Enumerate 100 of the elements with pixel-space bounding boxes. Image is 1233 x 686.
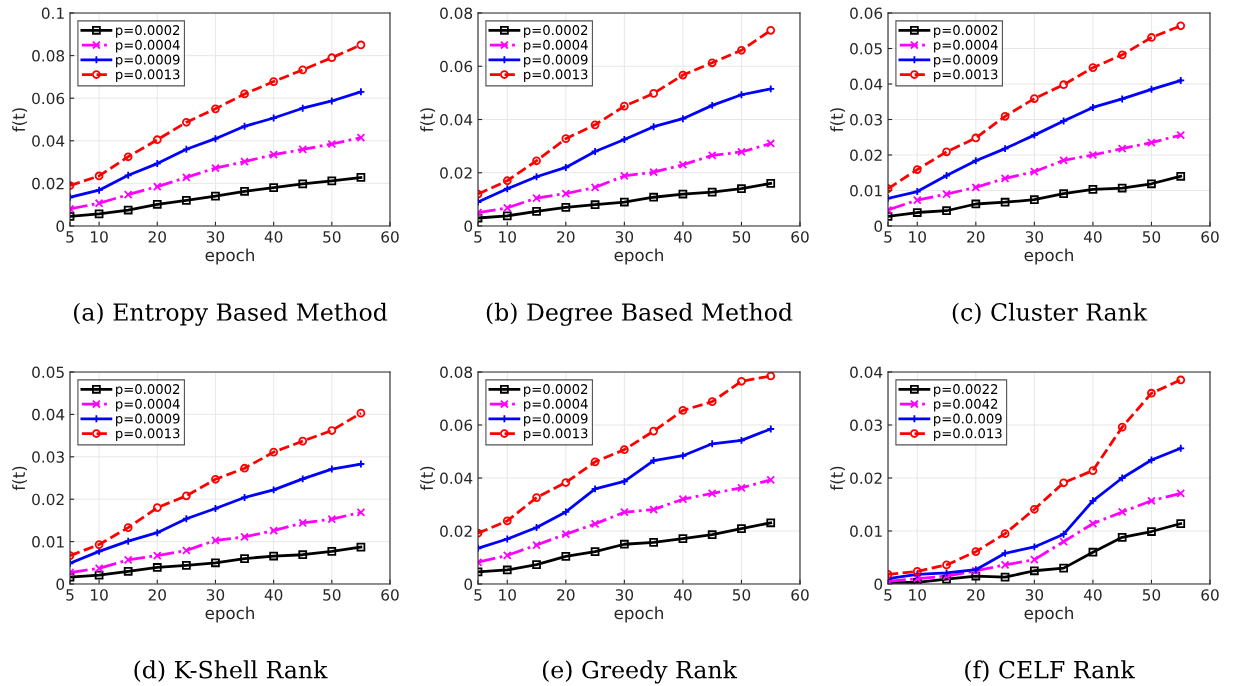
x-tick-label: 50 <box>1142 231 1161 243</box>
x-tick-label: 40 <box>673 231 692 243</box>
x-tick-label: 60 <box>791 231 809 243</box>
y-tick-label: 0.04 <box>850 78 883 91</box>
x-axis-title: epoch <box>205 606 254 623</box>
x-tick-label: 30 <box>615 589 634 601</box>
x-tick-label: 50 <box>732 231 751 243</box>
x-tick-label: 60 <box>381 589 399 601</box>
x-tick-label: 60 <box>1201 231 1219 243</box>
y-tick-label: 0.08 <box>32 50 65 62</box>
x-axis-title: epoch <box>205 248 254 265</box>
legend-label: p=0.0004 <box>524 39 588 53</box>
x-tick-label: 20 <box>967 231 985 243</box>
x-tick-label: 30 <box>206 589 225 601</box>
x-tick-label: 20 <box>148 231 166 243</box>
y-tick-label: 0.02 <box>32 177 64 190</box>
text: (b) Degree Based Method <box>486 302 793 326</box>
legend-label: p=0.0004 <box>116 39 180 53</box>
x-tick-label: 40 <box>264 589 283 601</box>
x-tick-label: 5 <box>884 231 892 243</box>
x-tick-label: 10 <box>909 589 926 601</box>
x-tick-label: 60 <box>1201 589 1219 601</box>
legend-label: p=0.0042 <box>934 398 998 412</box>
y-tick-label: 0.06 <box>32 92 65 105</box>
y-tick-label: 0 <box>56 578 65 591</box>
y-axis-title: f(t) <box>12 466 28 491</box>
y-tick-label: 0 <box>464 220 473 233</box>
y-tick-label: 0.05 <box>850 42 882 55</box>
y-tick-label: 0.02 <box>440 525 472 538</box>
y-tick-label: 0 <box>874 220 883 233</box>
y-tick-label: 0.08 <box>440 366 473 379</box>
legend-label: p=0.0002 <box>934 25 998 38</box>
x-tick-label: 20 <box>148 589 166 601</box>
legend-label: p=0.0004 <box>934 39 998 53</box>
y-tick-label: 0.08 <box>440 7 473 20</box>
x-axis-title: epoch <box>1024 606 1073 623</box>
y-tick-label: 0 <box>56 220 65 233</box>
legend-label: p=0.0004 <box>116 398 180 412</box>
x-tick-label: 20 <box>557 589 575 601</box>
x-tick-label: 60 <box>381 231 399 243</box>
legend-label: p=0.0009 <box>116 54 180 68</box>
legend-label: p=0.0022 <box>934 384 998 397</box>
y-axis-title: f(t) <box>830 466 846 491</box>
x-tick-label: 10 <box>909 231 926 243</box>
legend-label: p=0.0013 <box>524 428 588 441</box>
legend-label: p=0.0.009 <box>934 413 1002 427</box>
legend-label: p=0.0002 <box>116 384 180 397</box>
y-tick-label: 0.06 <box>440 60 473 73</box>
x-tick-label: 20 <box>967 589 985 601</box>
y-tick-label: 0.03 <box>32 451 64 463</box>
y-tick-label: 0.04 <box>850 366 883 379</box>
text: (c) Cluster Rank <box>952 302 1148 325</box>
y-tick-label: 0 <box>464 578 473 591</box>
x-tick-label: 30 <box>1025 589 1044 601</box>
text: (a) Entropy Based Method <box>74 302 388 326</box>
x-tick-label: 5 <box>884 589 892 601</box>
x-tick-label: 40 <box>1083 589 1102 601</box>
x-tick-label: 20 <box>557 231 575 243</box>
x-axis-title: epoch <box>1024 248 1073 265</box>
y-tick-label: 0.04 <box>32 135 65 147</box>
text: (f) CELF Rank <box>965 660 1135 682</box>
legend-label: p=0.0009 <box>524 413 588 427</box>
legend-label: p=0.0002 <box>524 25 588 38</box>
x-axis-title: epoch <box>614 248 663 265</box>
x-tick-label: 10 <box>499 231 516 243</box>
x-tick-label: 40 <box>264 231 283 243</box>
x-tick-label: 10 <box>91 231 108 243</box>
x-tick-label: 50 <box>1142 589 1161 601</box>
x-tick-label: 50 <box>323 589 341 601</box>
y-tick-label: 0.06 <box>440 419 473 432</box>
legend-label: p=0.0013 <box>116 69 180 82</box>
x-tick-label: 40 <box>673 589 692 601</box>
legend-label: p=0.0002 <box>116 25 180 38</box>
y-tick-label: 0.01 <box>850 525 882 538</box>
legend-label: p=0.0013 <box>524 69 588 82</box>
legend-label: p=0.0009 <box>116 413 180 427</box>
y-tick-label: 0.03 <box>850 113 882 126</box>
legend-label: p=0.0009 <box>524 54 588 68</box>
y-tick-label: 0.02 <box>850 472 882 485</box>
y-axis-title: f(t) <box>830 108 846 132</box>
x-tick-label: 30 <box>1025 231 1044 243</box>
legend-label: p=0.0013 <box>934 69 998 82</box>
legend-label: p=0.0.013 <box>934 428 1002 441</box>
x-tick-label: 30 <box>206 231 225 243</box>
y-tick-label: 0.02 <box>850 149 882 162</box>
y-tick-label: 0.04 <box>32 408 65 421</box>
y-axis-title: f(t) <box>12 108 28 132</box>
y-tick-label: 0.05 <box>32 366 64 379</box>
y-tick-label: 0.01 <box>32 536 64 548</box>
x-tick-label: 5 <box>66 589 74 601</box>
y-tick-label: 0.01 <box>850 184 882 197</box>
text: (e) Greedy Rank <box>542 660 738 684</box>
y-tick-label: 0 <box>874 578 883 591</box>
legend-label: p=0.0013 <box>116 428 180 441</box>
x-tick-label: 50 <box>732 589 751 601</box>
x-tick-label: 40 <box>1083 231 1102 243</box>
y-tick-label: 0.1 <box>41 7 64 20</box>
y-tick-label: 0.06 <box>850 7 883 20</box>
x-tick-label: 60 <box>791 589 809 601</box>
y-axis-title: f(t) <box>420 466 436 491</box>
